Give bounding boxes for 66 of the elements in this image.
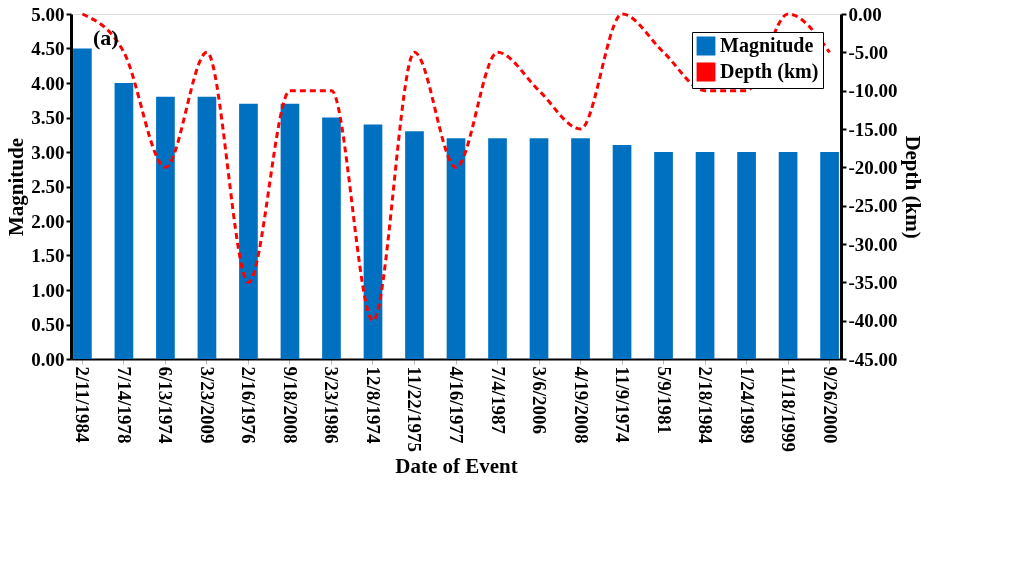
y2-axis-title: Depth (km) xyxy=(900,135,925,239)
x-tick-label: 3/6/2006 xyxy=(529,366,551,435)
y-tick-label: 5.00 xyxy=(31,3,65,25)
bar xyxy=(529,138,549,359)
bar xyxy=(654,152,673,359)
x-tick-label: 11/9/1974 xyxy=(612,366,634,444)
y-tick-label: 2.00 xyxy=(31,210,65,232)
y-tick-label: 0.00 xyxy=(31,348,65,370)
x-tick-label: 7/4/1987 xyxy=(487,366,509,435)
bar xyxy=(322,117,341,359)
y-tick-label: 4.00 xyxy=(31,72,65,94)
y-tick-label: 3.00 xyxy=(31,141,65,163)
legend-label: Depth (km) xyxy=(720,60,819,83)
x-tick-label: 9/26/2000 xyxy=(819,366,841,444)
y-tick-label: 1.00 xyxy=(31,279,65,301)
bar xyxy=(405,131,424,359)
bar xyxy=(737,152,756,359)
bar xyxy=(778,152,798,359)
bar xyxy=(612,145,632,359)
x-tick-label: 12/8/1974 xyxy=(362,366,384,445)
y2-tick-label: -20.00 xyxy=(848,156,898,178)
bar xyxy=(820,152,839,359)
annotation: (a) xyxy=(93,25,119,50)
x-axis-title: Date of Event xyxy=(395,454,518,479)
x-tick-label: 11/22/1975 xyxy=(404,366,426,453)
bar xyxy=(239,103,258,359)
y2-tick-label: -15.00 xyxy=(848,118,898,140)
bar xyxy=(280,103,300,359)
y-tick-label: 1.50 xyxy=(31,245,65,266)
y-axis-title: Magnitude xyxy=(4,137,29,237)
x-tick-label: 7/14/1978 xyxy=(113,366,135,444)
line-series xyxy=(80,12,832,323)
bar xyxy=(488,138,507,359)
bar xyxy=(114,83,134,359)
y2-tick-label: -10.00 xyxy=(848,80,898,102)
bar xyxy=(363,124,383,359)
y2-tick-label: -30.00 xyxy=(848,233,898,255)
x-tick-label: 4/19/2008 xyxy=(570,366,592,444)
y-tick-label: 2.50 xyxy=(31,176,65,197)
x-tick-label: 3/23/1986 xyxy=(321,366,343,444)
x-tick-label: 1/24/1989 xyxy=(736,366,758,444)
x-tick-label: 4/16/1977 xyxy=(446,366,467,445)
bar xyxy=(446,138,466,359)
x-tick-label: 6/13/1974 xyxy=(155,366,177,445)
x-tick-label: 9/18/2008 xyxy=(279,366,301,444)
x-tick-label: 2/11/1984 xyxy=(72,366,94,444)
bar xyxy=(571,138,590,359)
y2-tick-label: -40.00 xyxy=(848,310,898,332)
y2-tick-label: -5.00 xyxy=(848,41,889,63)
bar xyxy=(73,48,92,359)
x-tick-label: 5/9/1981 xyxy=(653,366,675,435)
bar xyxy=(695,152,715,359)
y2-tick-label: -35.00 xyxy=(848,271,898,293)
bar xyxy=(156,96,175,359)
bar xyxy=(197,96,217,359)
y2-tick-label: -25.00 xyxy=(848,195,898,217)
y2-tick-label: -45.00 xyxy=(848,348,898,370)
y-tick-label: 0.50 xyxy=(31,314,65,335)
x-tick-label: 3/23/2009 xyxy=(196,366,218,444)
x-tick-label: 2/16/1976 xyxy=(238,366,260,444)
y-tick-label: 4.50 xyxy=(31,38,65,59)
y-tick-label: 3.50 xyxy=(31,107,65,128)
legend-label: Magnitude xyxy=(720,34,814,57)
y2-tick-label: 0.00 xyxy=(848,3,882,25)
x-tick-label: 2/18/1984 xyxy=(695,366,717,445)
x-tick-label: 11/18/1999 xyxy=(778,366,800,453)
